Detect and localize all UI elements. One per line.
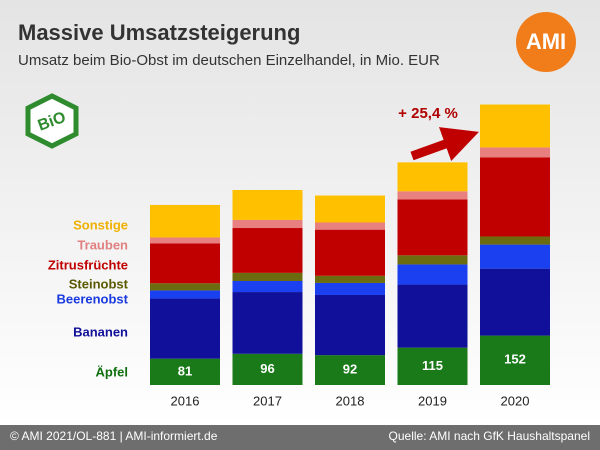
bar-segment: [397, 255, 468, 265]
legend-label: Beerenobst: [56, 291, 128, 306]
data-label: 152: [504, 352, 526, 367]
bar-segment: [397, 347, 468, 385]
bar-segment: [232, 281, 303, 293]
x-tick-label: 2019: [418, 393, 447, 408]
x-tick-label: 2020: [501, 393, 530, 408]
bar-segment: [232, 272, 303, 281]
bar-segment: [232, 228, 303, 273]
bar-segment: [150, 237, 220, 244]
bar-segment: [315, 355, 385, 385]
bar-segment: [315, 275, 385, 283]
bar-segment: [150, 204, 220, 238]
legend-label: Äpfel: [96, 364, 129, 379]
data-label: 115: [422, 358, 443, 373]
data-label: 81: [178, 363, 192, 378]
logo-circle: [516, 12, 576, 72]
legend-label: Steinobst: [69, 276, 129, 291]
data-label: 96: [260, 361, 274, 376]
bar-segment: [480, 157, 550, 237]
bar-segment: [150, 283, 220, 291]
bar-segment: [315, 229, 385, 276]
bar-segment: [397, 199, 468, 256]
bar-segment: [232, 190, 303, 220]
growth-arrow: [410, 127, 479, 162]
badge-hexagon: [25, 93, 79, 149]
bar-segment: [397, 162, 468, 192]
bar-segment: [315, 195, 385, 223]
bar-segment: [480, 104, 550, 148]
footer-bar: [0, 425, 600, 450]
bar-segment: [232, 219, 303, 229]
bar-segment: [480, 244, 550, 269]
bar-segment: [150, 290, 220, 299]
bar-segment: [232, 353, 303, 385]
annotation: + 25,4 %: [398, 105, 458, 122]
bar-segment: [232, 292, 303, 354]
bar-segment: [480, 268, 550, 336]
bar-segment: [315, 222, 385, 230]
bar-segment: [480, 335, 550, 385]
data-label: 92: [343, 361, 357, 376]
bar-segment: [397, 264, 468, 285]
bar-segment: [480, 236, 550, 245]
legend-label: Sonstige: [73, 217, 128, 232]
bar-segment: [397, 191, 468, 200]
chart-title: Massive Umsatzsteigerung: [18, 20, 300, 45]
bar-segment: [150, 358, 220, 385]
bar-segment: [315, 294, 385, 356]
legend-label: Zitrusfrüchte: [48, 257, 128, 272]
logo: AMI: [526, 29, 566, 54]
bar-segment: [397, 284, 468, 348]
chart-subtitle: Umsatz beim Bio-Obst im deutschen Einzel…: [18, 52, 440, 69]
legend-label: Trauben: [77, 237, 128, 252]
footer-right: Quelle: AMI nach GfK Haushaltspanel: [389, 429, 590, 443]
bar-segment: [480, 147, 550, 158]
x-tick-label: 2017: [253, 393, 282, 408]
footer-left: © AMI 2021/OL-881 | AMI-informiert.de: [10, 429, 218, 443]
bar-segment: [315, 282, 385, 295]
x-tick-label: 2016: [171, 393, 200, 408]
bar-segment: [150, 298, 220, 359]
legend-label: Bananen: [73, 324, 128, 339]
bar-segment: [150, 243, 220, 284]
x-tick-label: 2018: [336, 393, 365, 408]
